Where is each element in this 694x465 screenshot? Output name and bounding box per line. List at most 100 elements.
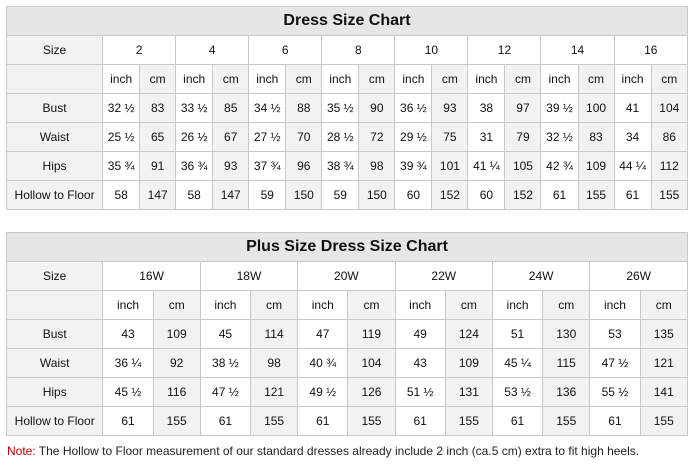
inch-value-cell: 61 (589, 406, 641, 436)
size-header-row: Size 16W 18W 20W 22W 24W 26W (5, 261, 688, 291)
cm-value-cell: 98 (358, 151, 396, 181)
unit-inch-cell: inch (321, 64, 360, 94)
inch-value-cell: 43 (102, 319, 154, 349)
cm-value-cell: 101 (431, 151, 469, 181)
table-title-row: Dress Size Chart (6, 6, 688, 36)
cm-value-cell: 72 (358, 122, 396, 152)
unit-cm-cell: cm (285, 64, 323, 94)
size-header-row: Size 2 4 6 8 10 12 14 16 (5, 35, 689, 65)
cm-value-cell: 104 (347, 348, 396, 378)
unit-inch-cell: inch (467, 64, 506, 94)
inch-value-cell: 59 (248, 180, 287, 210)
unit-cm-cell: cm (212, 64, 250, 94)
size-header-cell: 14 (540, 35, 615, 65)
cm-value-cell: 65 (139, 122, 177, 152)
size-header-cell: 22W (394, 261, 493, 291)
cm-value-cell: 119 (347, 319, 396, 349)
cm-value-cell: 130 (542, 319, 591, 349)
cm-value-cell: 155 (249, 406, 299, 436)
unit-inch-cell: inch (613, 64, 652, 94)
inch-value-cell: 36 ½ (394, 93, 433, 123)
inch-value-cell: 61 (199, 406, 251, 436)
cm-value-cell: 96 (285, 151, 323, 181)
inch-value-cell: 36 ¼ (102, 348, 154, 378)
cm-value-cell: 121 (249, 377, 299, 407)
unit-cm-cell: cm (347, 290, 396, 320)
cm-value-cell: 92 (152, 348, 201, 378)
size-header-label: Size (5, 261, 104, 291)
cm-value-cell: 114 (249, 319, 299, 349)
size-header-cell: 26W (589, 261, 688, 291)
size-header-cell: 6 (248, 35, 323, 65)
cm-value-cell: 155 (444, 406, 493, 436)
table-row: Waist 36 ¼ 92 38 ½ 98 40 ¾ 104 43 109 45 ¼ 115 47 ½… (5, 348, 689, 378)
unit-inch-cell: inch (248, 64, 287, 94)
unit-header-blank (5, 64, 104, 94)
unit-header-row: inch cm inch cm inch cm inch cm inch cm inch cm inch… (5, 64, 689, 94)
inch-value-cell: 53 ½ (491, 377, 544, 407)
unit-cm-cell: cm (650, 64, 689, 94)
unit-inch-cell: inch (394, 290, 446, 320)
size-header-label: Size (5, 35, 104, 65)
cm-value-cell: 88 (285, 93, 323, 123)
inch-value-cell: 35 ¾ (102, 151, 141, 181)
unit-cm-cell: cm (249, 290, 299, 320)
cm-value-cell: 121 (639, 348, 689, 378)
size-header-cell: 2 (102, 35, 177, 65)
inch-value-cell: 27 ½ (248, 122, 287, 152)
plus-size-chart-body: Plus Size Dress Size Chart Size 16W 18W 20W 2… (5, 232, 689, 436)
size-header-cell: 24W (491, 261, 591, 291)
cm-value-cell: 126 (347, 377, 396, 407)
inch-value-cell: 34 (613, 122, 652, 152)
unit-cm-cell: cm (639, 290, 689, 320)
unit-cm-cell: cm (542, 290, 591, 320)
cm-value-cell: 155 (650, 180, 689, 210)
inch-value-cell: 47 ½ (589, 348, 641, 378)
unit-header-row: inch cm inch cm inch cm inch cm inch cm inch cm (5, 290, 689, 320)
inch-value-cell: 59 (321, 180, 360, 210)
size-header-cell: 8 (321, 35, 396, 65)
cm-value-cell: 75 (431, 122, 469, 152)
inch-value-cell: 34 ½ (248, 93, 287, 123)
row-label: Waist (5, 122, 104, 152)
cm-value-cell: 112 (650, 151, 689, 181)
inch-value-cell: 61 (540, 180, 579, 210)
size-header-cell: 18W (199, 261, 299, 291)
size-header-cell: 20W (297, 261, 396, 291)
cm-value-cell: 115 (542, 348, 591, 378)
cm-value-cell: 90 (358, 93, 396, 123)
cm-value-cell: 83 (139, 93, 177, 123)
unit-cm-cell: cm (152, 290, 201, 320)
inch-value-cell: 42 ¾ (540, 151, 579, 181)
footnote-label: Note: (7, 444, 36, 458)
cm-value-cell: 98 (249, 348, 299, 378)
inch-value-cell: 61 (491, 406, 544, 436)
inch-value-cell: 38 (467, 93, 506, 123)
table-row: Hips 45 ½ 116 47 ½ 121 49 ½ 126 51 ½ 131 53 ½ 136 5… (5, 377, 689, 407)
inch-value-cell: 38 ½ (199, 348, 251, 378)
dress-size-chart-body: Dress Size Chart Size 2 4 6 8 10 12 14 16 inch cm in… (5, 6, 689, 210)
table-title-row: Plus Size Dress Size Chart (6, 232, 688, 262)
cm-value-cell: 131 (444, 377, 493, 407)
inch-value-cell: 58 (102, 180, 141, 210)
inch-value-cell: 51 ½ (394, 377, 446, 407)
cm-value-cell: 124 (444, 319, 493, 349)
unit-cm-cell: cm (139, 64, 177, 94)
cm-value-cell: 93 (212, 151, 250, 181)
cm-value-cell: 109 (444, 348, 493, 378)
table-row: Bust 43 109 45 114 47 119 49 124 51 130 53 135 (5, 319, 689, 349)
cm-value-cell: 79 (504, 122, 542, 152)
inch-value-cell: 61 (394, 406, 446, 436)
cm-value-cell: 83 (577, 122, 615, 152)
inch-value-cell: 39 ½ (540, 93, 579, 123)
inch-value-cell: 43 (394, 348, 446, 378)
size-header-cell: 4 (175, 35, 250, 65)
inch-value-cell: 32 ½ (102, 93, 141, 123)
inch-value-cell: 41 (613, 93, 652, 123)
cm-value-cell: 136 (542, 377, 591, 407)
inch-value-cell: 45 ½ (102, 377, 154, 407)
table-row: Waist 25 ½ 65 26 ½ 67 27 ½ 70 28 ½ 72 29 ½ 75 31 79 3… (5, 122, 689, 152)
unit-cm-cell: cm (504, 64, 542, 94)
table-row: Hollow to Floor 61 155 61 155 61 155 61 155 61 155… (5, 406, 689, 436)
unit-cm-cell: cm (444, 290, 493, 320)
